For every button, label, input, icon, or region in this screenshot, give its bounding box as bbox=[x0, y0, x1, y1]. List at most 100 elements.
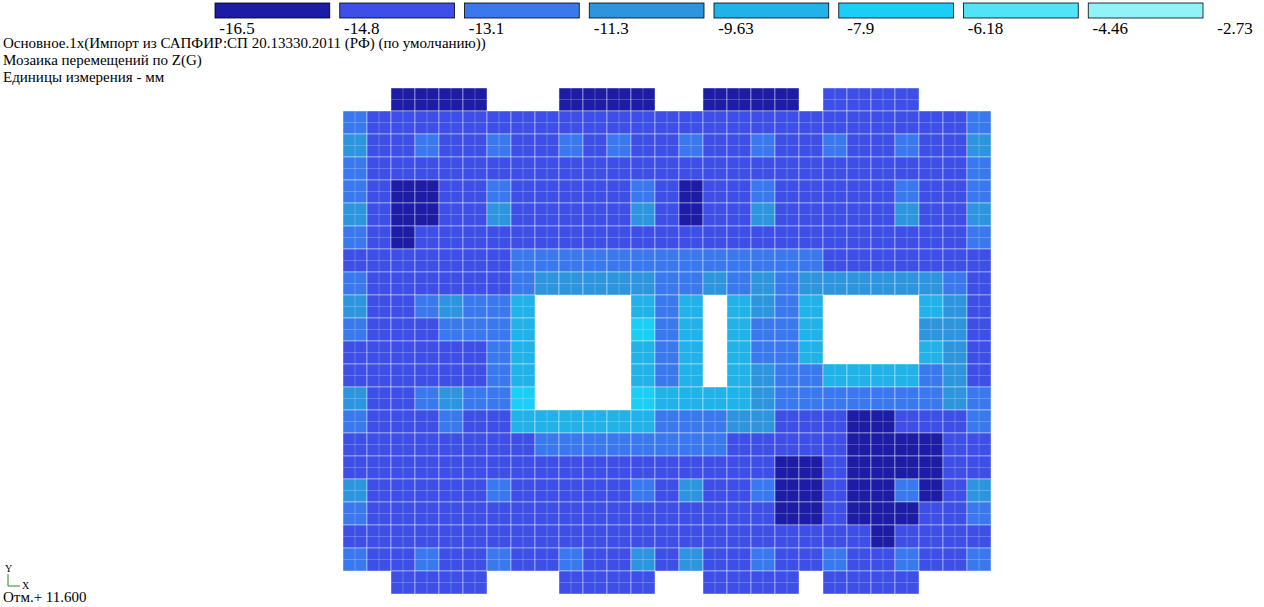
mesh-line bbox=[967, 341, 991, 364]
cell-group bbox=[655, 341, 679, 364]
cell bbox=[583, 571, 607, 594]
mesh-line bbox=[751, 479, 775, 502]
cell bbox=[391, 318, 415, 341]
mesh-line bbox=[631, 410, 655, 433]
mesh-line bbox=[943, 387, 967, 410]
cell bbox=[943, 502, 967, 525]
cell-group bbox=[583, 88, 607, 111]
mesh-line bbox=[895, 180, 919, 203]
mesh-line bbox=[967, 318, 991, 341]
mesh-line bbox=[511, 548, 535, 571]
mesh-line bbox=[607, 502, 631, 525]
cell-group bbox=[511, 111, 535, 134]
cell bbox=[871, 88, 895, 111]
mesh-line bbox=[799, 341, 823, 364]
cell bbox=[487, 249, 511, 272]
cell-group bbox=[439, 134, 463, 157]
cell-group bbox=[487, 111, 511, 134]
cell bbox=[463, 272, 487, 295]
cell-group bbox=[415, 226, 439, 249]
mesh-line bbox=[751, 134, 775, 157]
cell-group bbox=[559, 272, 583, 295]
cell-group bbox=[487, 157, 511, 180]
cell-group bbox=[631, 502, 655, 525]
cell-group bbox=[607, 203, 631, 226]
mesh-line bbox=[391, 479, 415, 502]
cell-group bbox=[631, 341, 655, 364]
mesh-line bbox=[559, 525, 583, 548]
mesh-line bbox=[367, 548, 391, 571]
cell bbox=[823, 502, 847, 525]
mesh-line bbox=[799, 249, 823, 272]
cell bbox=[439, 111, 463, 134]
cell bbox=[799, 249, 823, 272]
cell-group bbox=[847, 479, 871, 502]
mesh-line bbox=[511, 226, 535, 249]
mesh-line bbox=[439, 111, 463, 134]
cell-group bbox=[727, 180, 751, 203]
cell bbox=[655, 502, 679, 525]
mesh-line bbox=[895, 433, 919, 456]
mesh-line bbox=[799, 548, 823, 571]
cell-group bbox=[871, 456, 895, 479]
cell bbox=[439, 134, 463, 157]
mesh-line bbox=[439, 410, 463, 433]
cell-group bbox=[367, 410, 391, 433]
mesh-line bbox=[511, 456, 535, 479]
cell bbox=[679, 525, 703, 548]
cell bbox=[607, 272, 631, 295]
mesh-line bbox=[727, 433, 751, 456]
mesh-line bbox=[775, 479, 799, 502]
cell-group bbox=[559, 433, 583, 456]
mesh-line bbox=[559, 203, 583, 226]
mesh-line bbox=[967, 180, 991, 203]
mesh-line bbox=[871, 157, 895, 180]
mesh-line bbox=[847, 88, 871, 111]
cell-group bbox=[775, 272, 799, 295]
cell bbox=[775, 456, 799, 479]
cell bbox=[895, 433, 919, 456]
cell bbox=[775, 571, 799, 594]
mesh-line bbox=[751, 295, 775, 318]
mesh-line bbox=[703, 525, 727, 548]
mesh-line bbox=[583, 410, 607, 433]
mesh-line bbox=[943, 226, 967, 249]
cell-group bbox=[607, 410, 631, 433]
cell-group bbox=[895, 226, 919, 249]
cell-group bbox=[943, 295, 967, 318]
mesh-line bbox=[751, 111, 775, 134]
mesh-line bbox=[727, 341, 751, 364]
cell-group bbox=[919, 226, 943, 249]
cell-group bbox=[607, 249, 631, 272]
mesh-line bbox=[631, 571, 655, 594]
cell-group bbox=[367, 272, 391, 295]
cell-group bbox=[559, 203, 583, 226]
mesh-line bbox=[559, 456, 583, 479]
cell bbox=[631, 456, 655, 479]
mesh-line bbox=[871, 410, 895, 433]
mesh-line bbox=[631, 341, 655, 364]
mesh-line bbox=[943, 364, 967, 387]
cell bbox=[871, 410, 895, 433]
cell bbox=[439, 203, 463, 226]
cell-group bbox=[943, 364, 967, 387]
cell-group bbox=[943, 249, 967, 272]
cell-group bbox=[631, 157, 655, 180]
mesh-line bbox=[823, 226, 847, 249]
cell bbox=[631, 571, 655, 594]
cell bbox=[463, 502, 487, 525]
mesh-line bbox=[487, 548, 511, 571]
cell bbox=[919, 272, 943, 295]
cell bbox=[895, 249, 919, 272]
cell-group bbox=[847, 111, 871, 134]
mesh-line bbox=[679, 226, 703, 249]
mesh-line bbox=[607, 203, 631, 226]
cell bbox=[607, 571, 631, 594]
cell-group bbox=[583, 571, 607, 594]
cell bbox=[895, 226, 919, 249]
cell-group bbox=[559, 157, 583, 180]
mesh-line bbox=[799, 203, 823, 226]
cell bbox=[799, 180, 823, 203]
cell bbox=[607, 134, 631, 157]
cell-group bbox=[823, 502, 847, 525]
